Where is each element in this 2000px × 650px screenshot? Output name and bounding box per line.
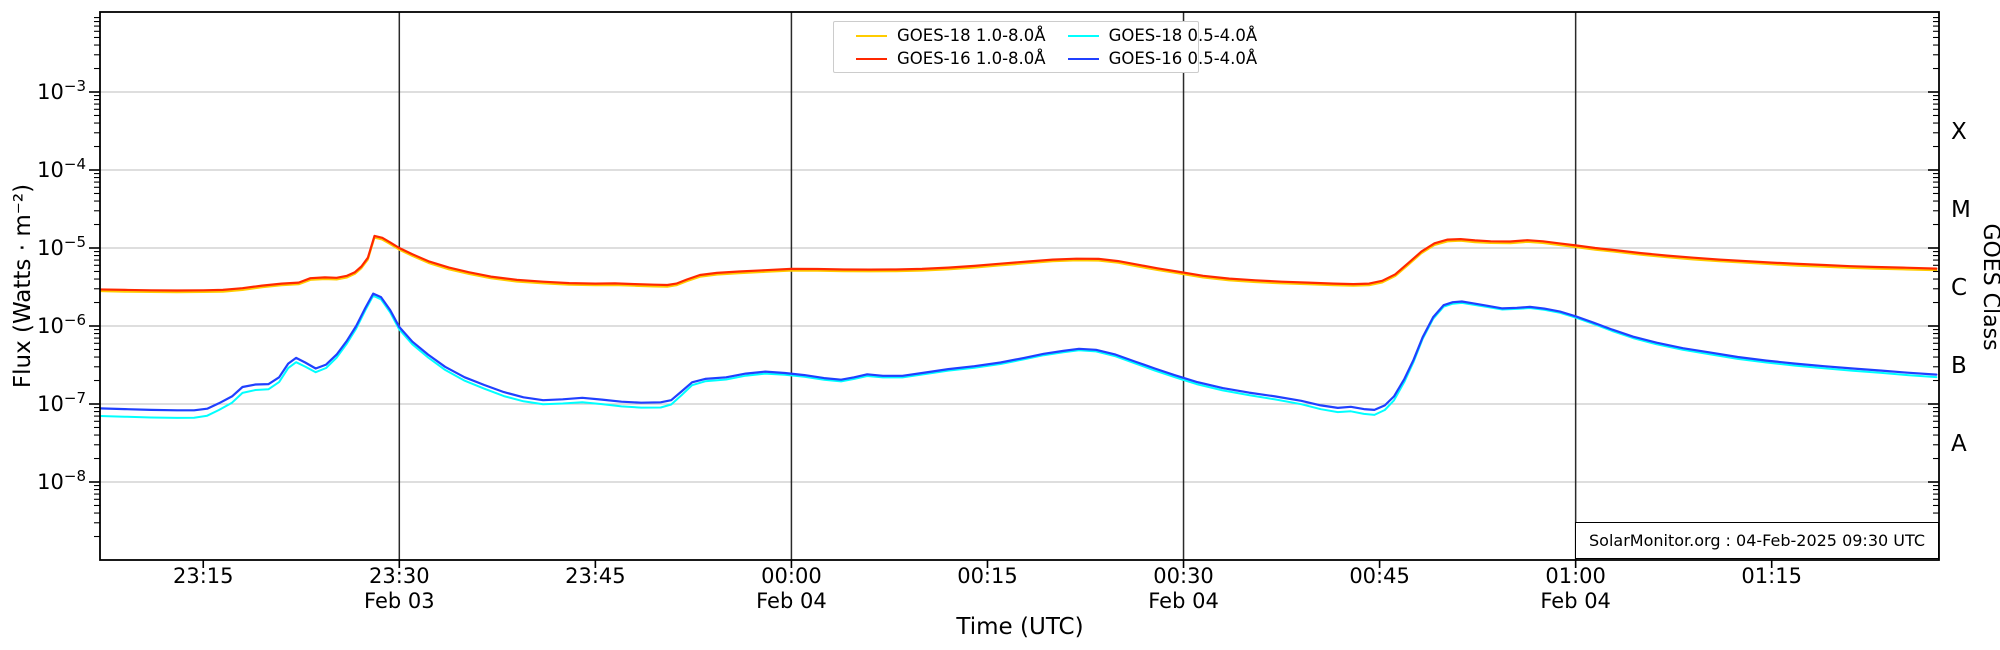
x-tick-label: 01:15 [1741,564,1802,588]
x-tick-label: 01:00 [1545,564,1606,588]
y-tick-label: 10−8 [37,467,86,494]
y-axis-label-left: Flux (Watts · m⁻²) [10,184,36,388]
legend-item-goes18-short: GOES-18 0.5-4.0Å [1067,25,1258,47]
y-tick-label: 10−5 [37,233,86,260]
legend-item-goes16-long: GOES-16 1.0-8.0Å [856,48,1046,70]
y-tick-label: 10−3 [37,77,86,104]
legend-item-goes18-long: GOES-18 1.0-8.0Å [856,25,1046,47]
goes-class-label: A [1951,431,1967,457]
watermark-box: SolarMonitor.org : 04-Feb-2025 09:30 UTC [1575,522,1939,559]
y-tick-label: 10−7 [37,389,86,416]
x-date-label: Feb 04 [1540,589,1611,613]
x-date-label: Feb 04 [1148,589,1219,613]
x-tick-label: 00:45 [1349,564,1410,588]
y-axis-label-right: GOES Class [1978,223,2000,350]
series-path-goes16_short [100,292,1938,412]
x-date-label: Feb 03 [364,589,435,613]
x-tick-label: 23:45 [565,564,626,588]
plot-frame [99,11,1940,561]
legend-label: GOES-18 0.5-4.0Å [1108,26,1258,45]
legend-swatch-goes18-short-icon [1067,34,1099,37]
x-tick-label: 00:15 [957,564,1018,588]
goes-class-label: X [1951,119,1967,145]
legend-label: GOES-18 1.0-8.0Å [897,26,1046,45]
legend-label: GOES-16 1.0-8.0Å [897,49,1046,68]
legend-column-1: GOES-18 1.0-8.0Å GOES-16 1.0-8.0Å [834,22,1046,72]
legend-swatch-goes16-long-icon [856,57,887,60]
goes-class-label: M [1951,197,1971,223]
x-tick-label: 00:00 [761,564,822,588]
legend: GOES-18 1.0-8.0Å GOES-16 1.0-8.0Å GOES-1… [833,21,1257,73]
legend-item-goes16-short: GOES-16 0.5-4.0Å [1067,48,1258,70]
legend-label: GOES-16 0.5-4.0Å [1108,49,1258,68]
legend-swatch-goes18-long-icon [856,34,887,37]
series-path-goes16_long [100,234,1938,292]
y-tick-label: 10−6 [37,311,86,338]
x-tick-label: 23:15 [173,564,234,588]
x-tick-label: 00:30 [1153,564,1214,588]
y-tick-label: 10−4 [37,155,86,182]
legend-column-2: GOES-18 0.5-4.0Å GOES-16 0.5-4.0Å [1046,22,1258,72]
series-path-goes18_short [100,294,1938,419]
x-axis-label: Time (UTC) [955,614,1083,640]
goes-class-label: C [1951,275,1967,301]
x-tick-label: 23:30 [369,564,430,588]
watermark-text: SolarMonitor.org : 04-Feb-2025 09:30 UTC [1589,531,1925,550]
goes-class-label: B [1951,353,1967,379]
legend-swatch-goes16-short-icon [1067,57,1099,60]
x-date-label: Feb 04 [756,589,827,613]
series-path-goes18_long [100,236,1938,294]
